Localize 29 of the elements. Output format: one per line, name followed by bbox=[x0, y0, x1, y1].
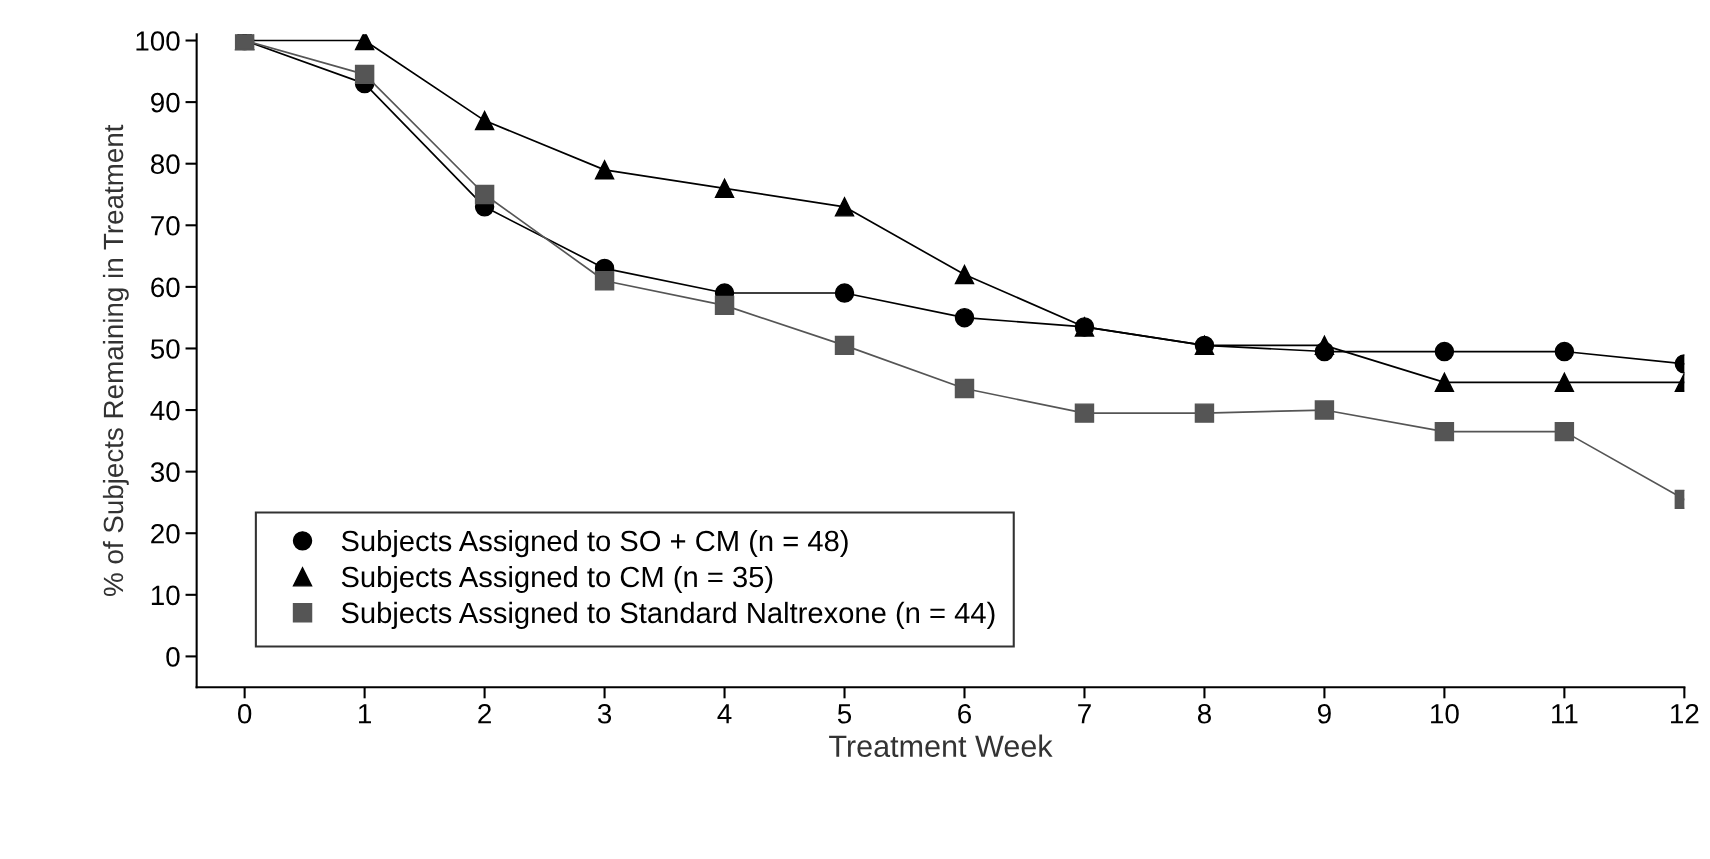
x-tick-label: 2 bbox=[478, 703, 491, 724]
legend-label: Subjects Assigned to CM (n = 35) bbox=[341, 565, 773, 594]
y-tick-label: 40 bbox=[150, 400, 180, 421]
x-tick-label: 1 bbox=[359, 704, 371, 724]
y-axis-title: % of Subjects Remaining in Treatment bbox=[102, 124, 129, 597]
y-tick-label: 20 bbox=[151, 523, 180, 544]
x-tick-label: 3 bbox=[597, 703, 612, 724]
x-tick-label: 8 bbox=[1197, 703, 1211, 724]
x-tick-label: 10 bbox=[1431, 703, 1459, 724]
x-tick-label: 0 bbox=[238, 703, 252, 724]
x-tick-label: 4 bbox=[717, 704, 732, 724]
x-tick-label: 5 bbox=[837, 704, 852, 724]
legend-label: Subjects Assigned to SO + CM (n = 48) bbox=[341, 529, 848, 558]
x-tick-label: 6 bbox=[958, 703, 971, 724]
y-tick-label: 80 bbox=[150, 154, 180, 175]
legend-label: Subjects Assigned to Standard Naltrexone (n = 44) bbox=[341, 601, 995, 629]
y-tick-label: 90 bbox=[151, 92, 180, 113]
y-tick-label: 10 bbox=[151, 585, 180, 606]
x-axis-title: Treatment Week bbox=[829, 734, 1053, 758]
x-tick-label: 7 bbox=[1078, 704, 1091, 724]
y-tick-label: 70 bbox=[151, 215, 180, 236]
y-tick-label: 50 bbox=[150, 339, 180, 359]
y-tick-label: 100 bbox=[136, 31, 180, 51]
y-tick-label: 60 bbox=[151, 277, 180, 298]
x-tick-label: 11 bbox=[1552, 704, 1578, 724]
y-tick-label: 30 bbox=[150, 462, 180, 482]
x-tick-label: 9 bbox=[1318, 703, 1331, 724]
y-tick-label: 0 bbox=[166, 647, 180, 667]
x-tick-label: 12 bbox=[1671, 703, 1699, 724]
